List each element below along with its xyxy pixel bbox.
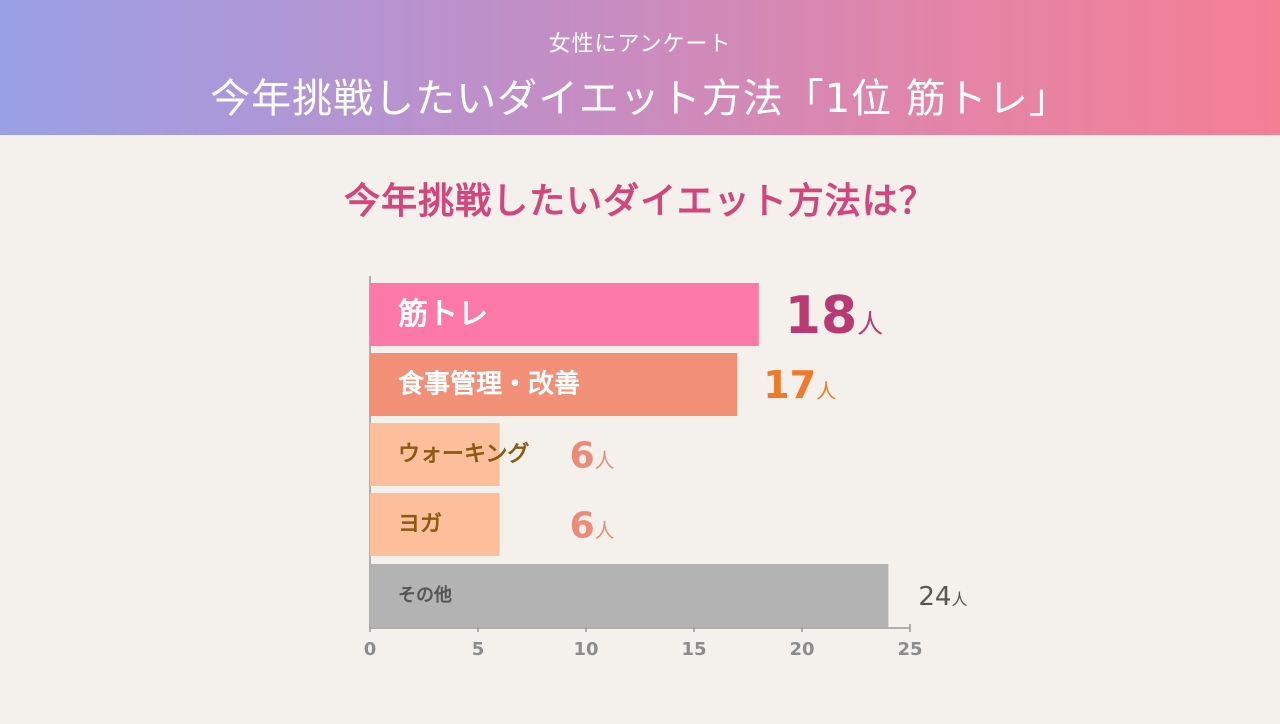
bar-label-1: 筋トレ [398,297,488,332]
x-tick-label: 10 [573,639,598,660]
bar-label-4: ヨガ [398,512,442,537]
bar-label-3: ウォーキング [398,441,529,467]
bar-1 [370,283,759,346]
bar-unit-3: 人 [595,448,615,472]
x-tick-label: 5 [472,639,485,660]
header-subtitle: 女性にアンケート [548,32,732,57]
x-tick-label: 15 [681,639,706,660]
x-tick-label: 25 [897,639,922,660]
bar-value-3: 6人 [570,435,615,476]
x-tick-label: 20 [789,639,814,660]
bar-unit-2: 人 [816,379,836,403]
bar-4 [370,493,500,556]
chart-title: 今年挑戦したいダイエット方法は？ [344,181,936,222]
bar-label-2: 食事管理・改善 [398,369,580,400]
bar-unit-1: 人 [857,310,883,340]
bar-value-4: 6人 [570,505,615,546]
bar-value-2: 17人 [763,363,836,407]
bar-5 [370,564,889,627]
header-banner: 女性にアンケート 今年挑戦したいダイエット方法「1位 筋トレ」 [0,0,1280,135]
bar-unit-4: 人 [595,518,615,542]
bar-value-5: 24人 [918,582,967,612]
header-title: 今年挑戦したいダイエット方法「1位 筋トレ」 [210,76,1070,122]
bar-label-5: その他 [398,584,452,606]
bar-2 [370,353,738,416]
x-tick-label: 0 [364,639,377,660]
bar-value-1: 18人 [785,286,883,346]
bar-3 [370,423,500,486]
bar-unit-5: 人 [951,590,967,609]
